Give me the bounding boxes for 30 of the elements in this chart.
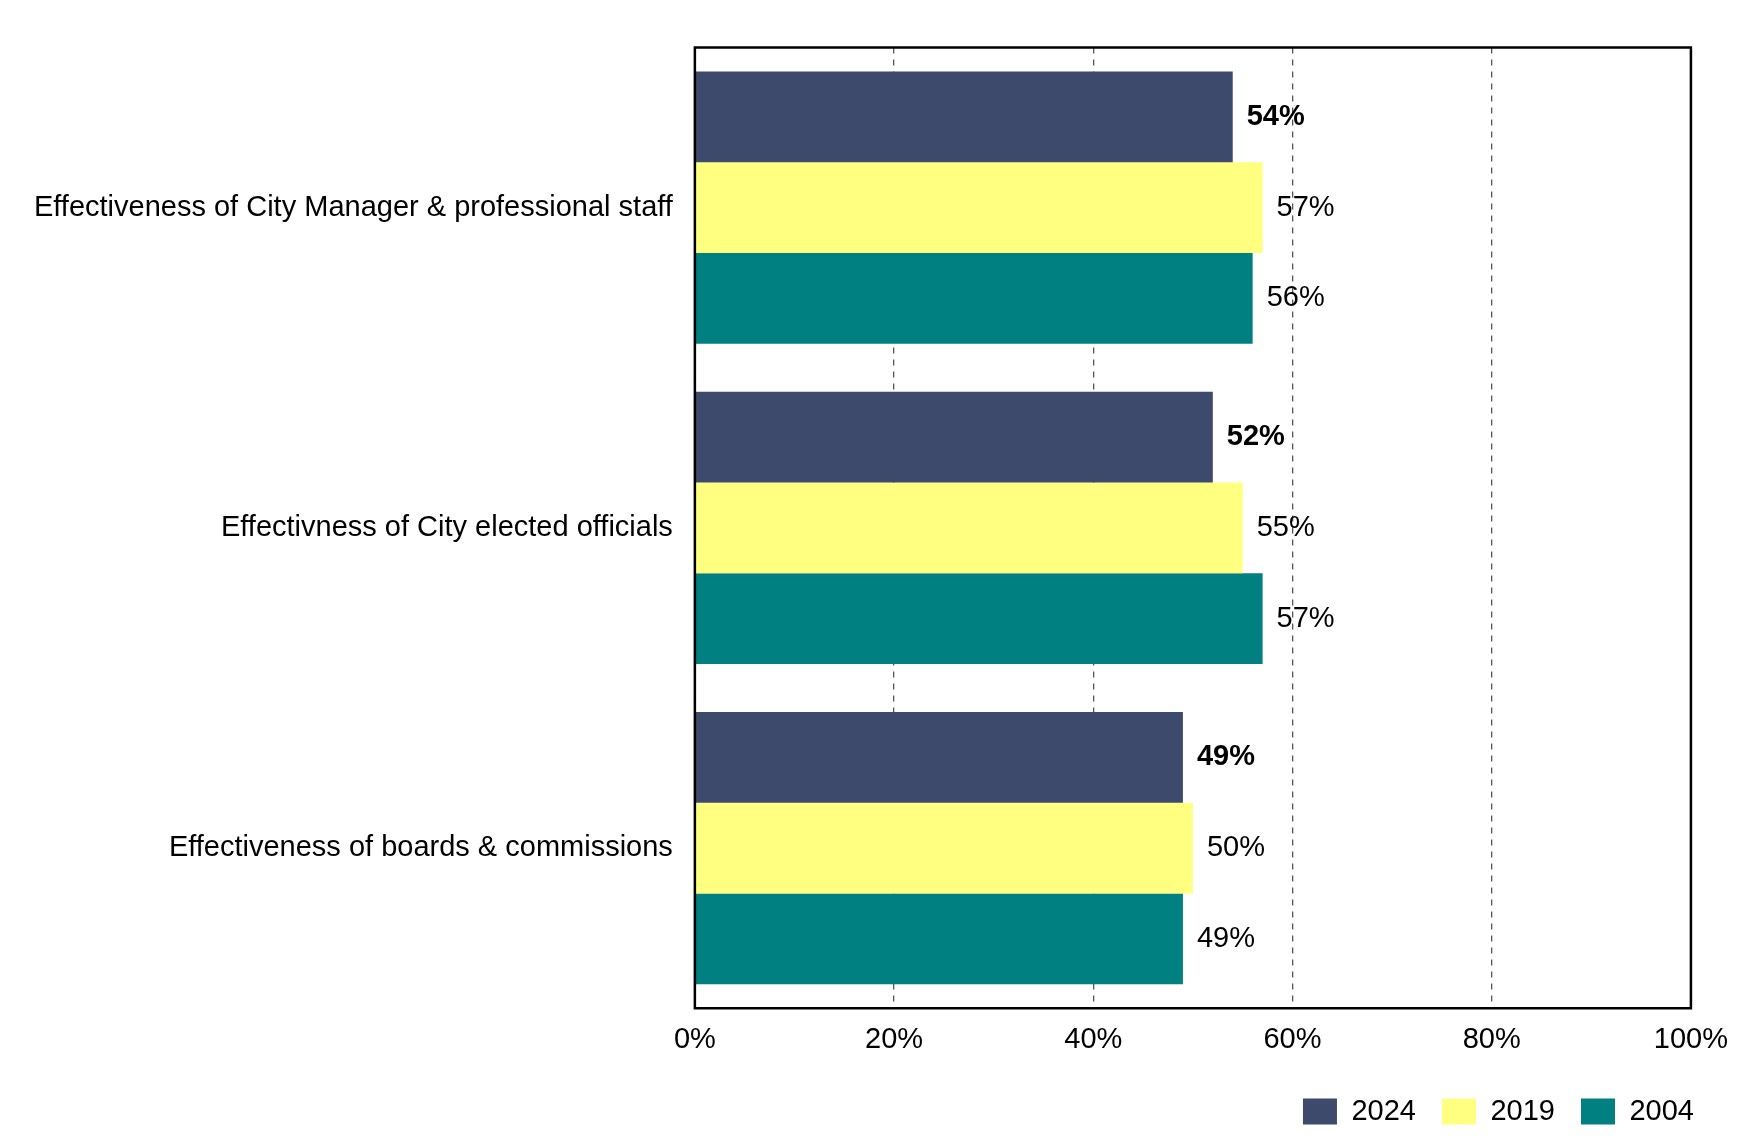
x-tick-label: 0%: [673, 1021, 716, 1054]
data-label: 49%: [1196, 920, 1255, 953]
y-tick-label: Effectivness of City elected officials: [220, 509, 673, 542]
bar: [695, 802, 1193, 894]
bar: [695, 252, 1253, 344]
bar: [695, 162, 1263, 253]
data-label: 52%: [1226, 419, 1286, 452]
bar: [695, 391, 1213, 483]
data-label: 57%: [1276, 189, 1335, 222]
bar: [695, 573, 1263, 664]
data-label: 56%: [1266, 280, 1325, 313]
x-tick-label: 60%: [1263, 1021, 1322, 1054]
legend-label: 2024: [1351, 1093, 1416, 1126]
data-label: 50%: [1206, 830, 1265, 863]
x-tick-label: 20%: [865, 1021, 924, 1054]
data-label: 54%: [1246, 98, 1305, 131]
bar: [695, 893, 1183, 985]
legend-label: 2019: [1490, 1093, 1555, 1126]
bar: [695, 71, 1233, 163]
bar: [695, 482, 1243, 574]
legend-label: 2004: [1629, 1093, 1694, 1126]
data-label: 55%: [1256, 509, 1315, 542]
y-tick-label: Effectiveness of boards & commissions: [168, 830, 673, 863]
x-tick-label: 80%: [1462, 1021, 1521, 1054]
data-label: 57%: [1276, 600, 1335, 633]
x-tick-label: 40%: [1064, 1021, 1123, 1054]
data-label: 49%: [1196, 739, 1256, 772]
y-tick-label: Effectiveness of City Manager & professional staff: [33, 189, 674, 222]
bar: [695, 711, 1183, 803]
x-tick-label: 100%: [1653, 1021, 1728, 1054]
